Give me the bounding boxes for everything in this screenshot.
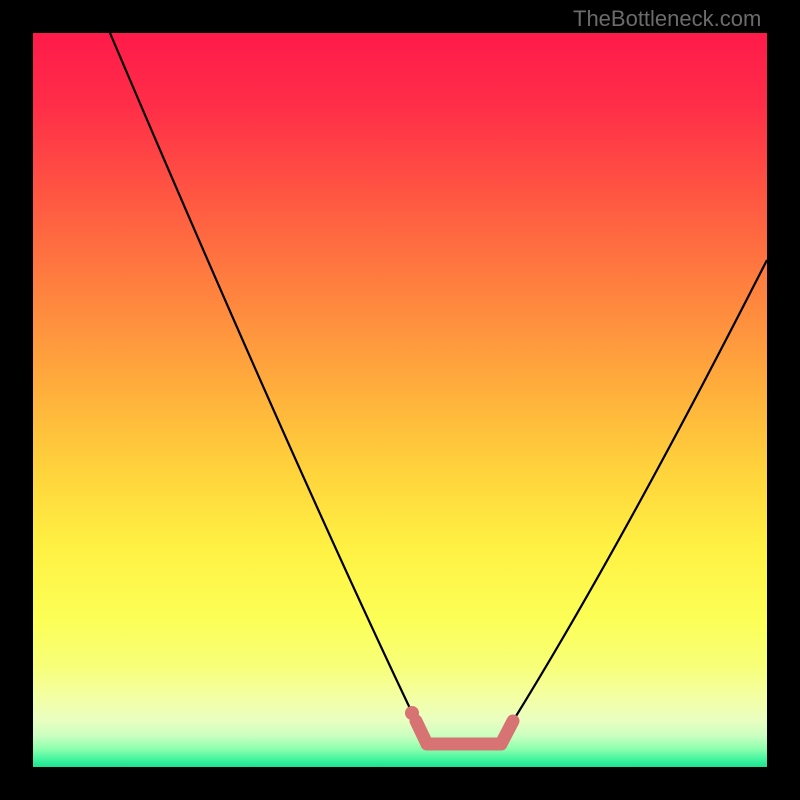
optimum-marker-dot (405, 706, 419, 720)
watermark-text: TheBottleneck.com (573, 6, 761, 32)
curve-bottom-connector-right (501, 721, 513, 744)
curve-right-branch (513, 260, 767, 721)
plot-area (33, 33, 767, 767)
bottleneck-curve (33, 33, 767, 767)
curve-left-branch (110, 33, 416, 721)
chart-stage: TheBottleneck.com (0, 0, 800, 800)
